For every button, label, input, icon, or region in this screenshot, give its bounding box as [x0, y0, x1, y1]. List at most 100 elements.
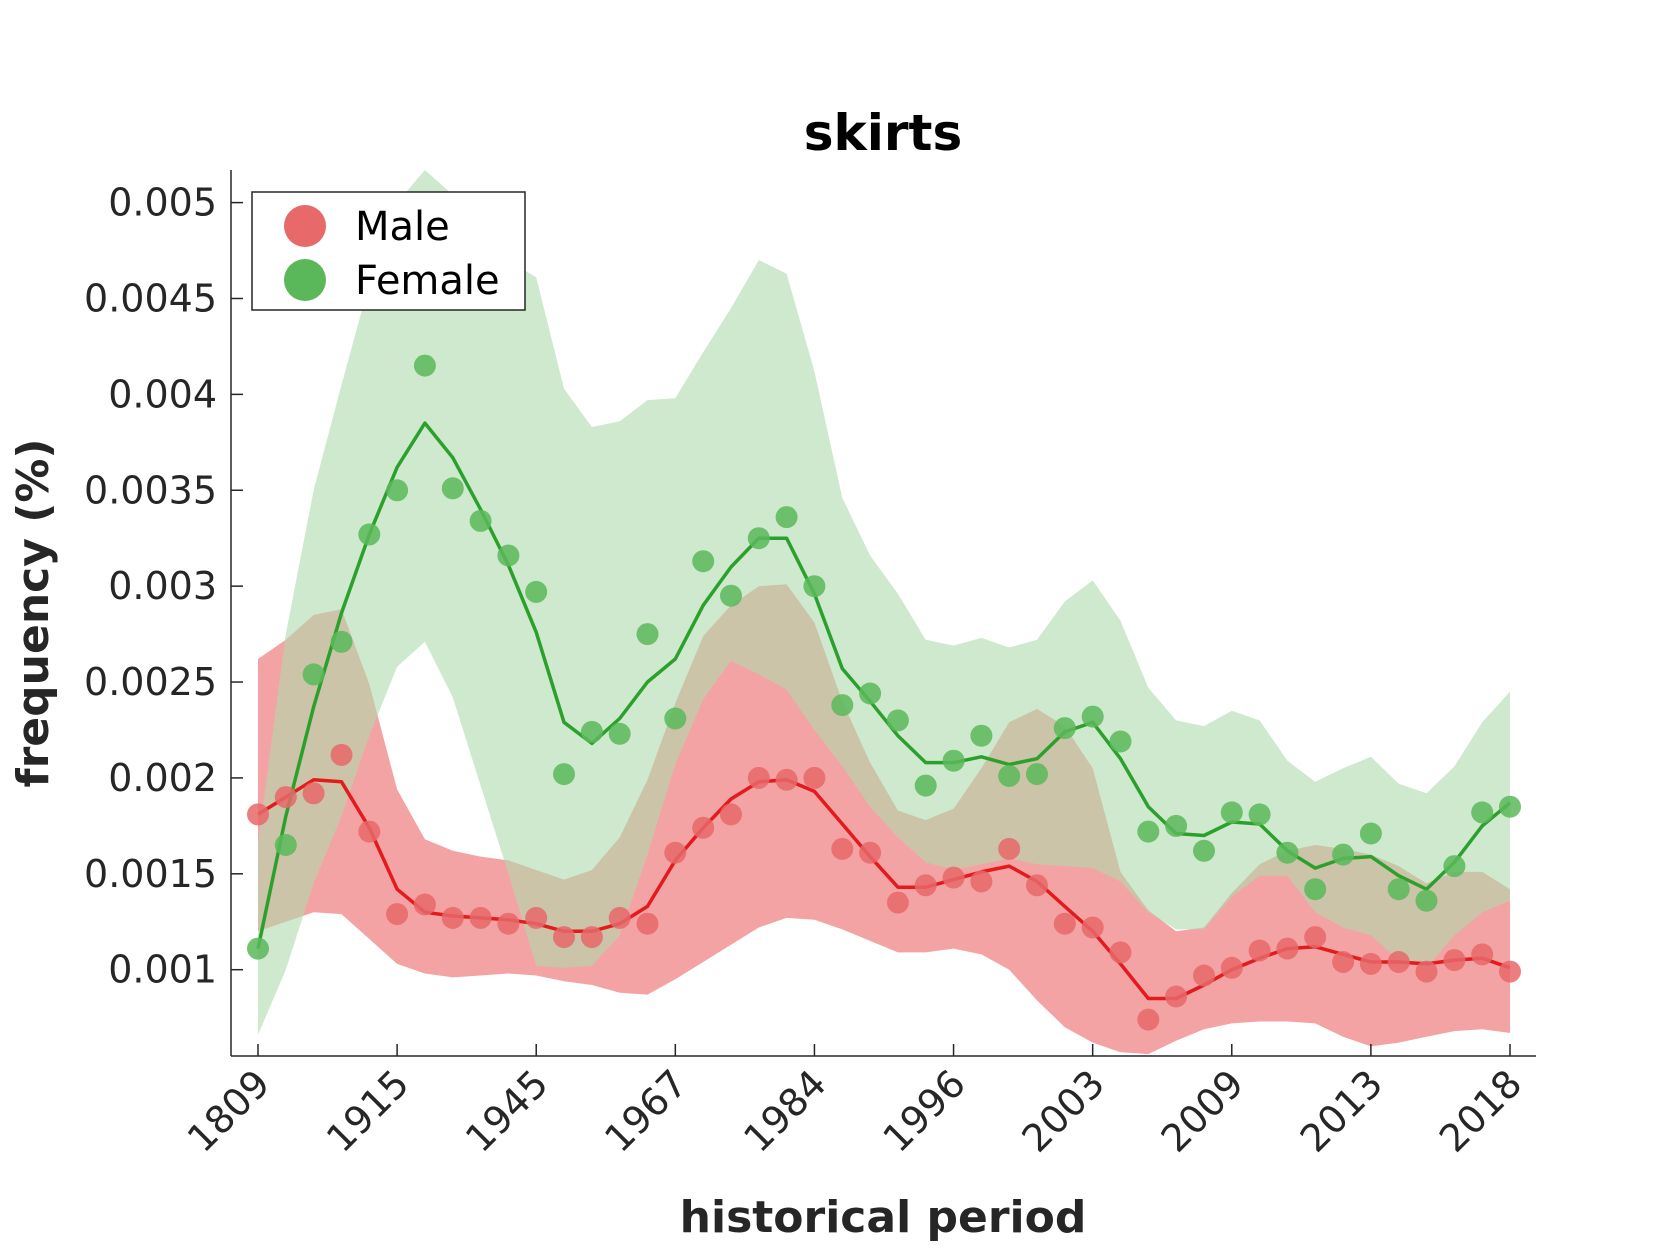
point-female-46 — [1499, 795, 1521, 818]
point-male-5 — [358, 820, 381, 843]
point-male-28 — [998, 837, 1021, 860]
x-axis-label: historical period — [680, 1192, 1087, 1243]
point-male-8 — [441, 906, 464, 929]
point-male-40 — [1332, 951, 1355, 973]
point-female-13 — [580, 720, 603, 743]
legend-marker-female — [284, 259, 326, 301]
point-female-41 — [1359, 822, 1382, 845]
trend-line-female — [256, 421, 1512, 949]
point-female-3 — [302, 663, 325, 686]
point-male-15 — [636, 912, 659, 935]
point-male-29 — [1026, 874, 1048, 897]
trend-line-male — [257, 778, 1511, 1001]
point-female-14 — [608, 722, 631, 745]
point-female-17 — [692, 550, 715, 573]
point-female-24 — [886, 709, 909, 732]
point-male-32 — [1109, 941, 1132, 964]
point-male-45 — [1471, 943, 1494, 966]
point-male-35 — [1193, 964, 1215, 987]
point-male-17 — [692, 816, 715, 839]
point-male-25 — [914, 874, 937, 897]
point-male-12 — [553, 926, 575, 949]
point-male-42 — [1387, 951, 1410, 973]
point-female-37 — [1248, 803, 1271, 826]
y-tick-label: 0.0045 — [84, 276, 217, 320]
point-male-16 — [664, 841, 687, 864]
x-tick-label: 1945 — [457, 1061, 557, 1161]
point-female-11 — [525, 580, 548, 603]
point-female-27 — [970, 724, 993, 747]
point-female-16 — [664, 707, 687, 730]
point-male-4 — [330, 743, 353, 766]
point-female-33 — [1137, 820, 1160, 843]
point-male-22 — [831, 837, 854, 860]
point-male-38 — [1276, 937, 1299, 960]
x-tick-label: 1996 — [874, 1061, 974, 1161]
point-male-27 — [970, 870, 993, 893]
point-male-44 — [1443, 949, 1466, 972]
point-female-7 — [413, 354, 436, 377]
y-tick-label: 0.0035 — [84, 468, 217, 512]
point-male-21 — [803, 766, 826, 789]
point-male-39 — [1304, 926, 1327, 949]
x-ticks: 1809 1915 1945 1967 1984 1996 2003 2009 2013 2018 — [179, 1044, 1530, 1161]
point-female-31 — [1081, 705, 1104, 728]
point-male-9 — [469, 906, 492, 929]
point-male-18 — [720, 803, 742, 826]
x-tick-label: 1915 — [318, 1061, 418, 1161]
point-female-15 — [636, 623, 659, 646]
point-female-1 — [247, 937, 269, 960]
y-tick-label: 0.0015 — [84, 852, 217, 896]
point-male-7 — [413, 893, 436, 916]
point-female-34 — [1165, 814, 1188, 837]
y-tick-label: 0.002 — [108, 756, 217, 800]
point-male-43 — [1415, 960, 1438, 983]
point-female-38 — [1276, 841, 1299, 864]
x-tick-label: 2013 — [1292, 1061, 1392, 1161]
point-female-45 — [1471, 801, 1494, 824]
point-male-6 — [386, 903, 409, 926]
point-female-39 — [1304, 878, 1327, 901]
point-male-14 — [608, 906, 631, 929]
point-male-24 — [886, 891, 909, 914]
point-female-5 — [358, 523, 381, 546]
band-female — [258, 170, 1510, 1035]
legend-label-male: Male — [355, 204, 450, 250]
point-male-3 — [302, 782, 325, 805]
point-male-23 — [859, 841, 882, 864]
y-tick-label: 0.004 — [108, 372, 217, 416]
legend: Male Female — [251, 191, 526, 311]
x-tick-label: 1984 — [735, 1061, 835, 1161]
point-male-34 — [1165, 985, 1188, 1008]
point-female-29 — [1026, 763, 1048, 786]
point-male-37 — [1248, 939, 1271, 962]
point-male-13 — [580, 926, 603, 949]
point-male-36 — [1220, 956, 1243, 979]
point-female-19 — [747, 527, 770, 550]
point-female-28 — [998, 765, 1021, 787]
axes — [230, 170, 1536, 1057]
point-female-44 — [1443, 855, 1466, 878]
legend-label-female: Female — [355, 258, 500, 304]
y-axis-label: frequency (%) — [8, 438, 59, 787]
x-tick-label: 1967 — [596, 1061, 696, 1161]
point-female-20 — [775, 506, 798, 529]
point-female-43 — [1415, 889, 1438, 912]
point-male-31 — [1081, 916, 1104, 939]
point-female-18 — [720, 584, 742, 607]
trend-lines — [256, 421, 1512, 1001]
point-female-6 — [386, 479, 409, 502]
y-tick-label: 0.0025 — [84, 660, 217, 704]
point-female-2 — [274, 834, 297, 856]
point-female-30 — [1053, 717, 1076, 740]
point-male-33 — [1137, 1008, 1160, 1031]
point-male-19 — [747, 766, 770, 789]
point-male-46 — [1499, 960, 1521, 983]
point-male-10 — [497, 912, 520, 935]
point-female-21 — [803, 575, 826, 598]
point-female-35 — [1193, 839, 1215, 862]
point-male-30 — [1053, 912, 1076, 935]
point-female-40 — [1332, 843, 1355, 866]
data-points — [247, 354, 1521, 1031]
